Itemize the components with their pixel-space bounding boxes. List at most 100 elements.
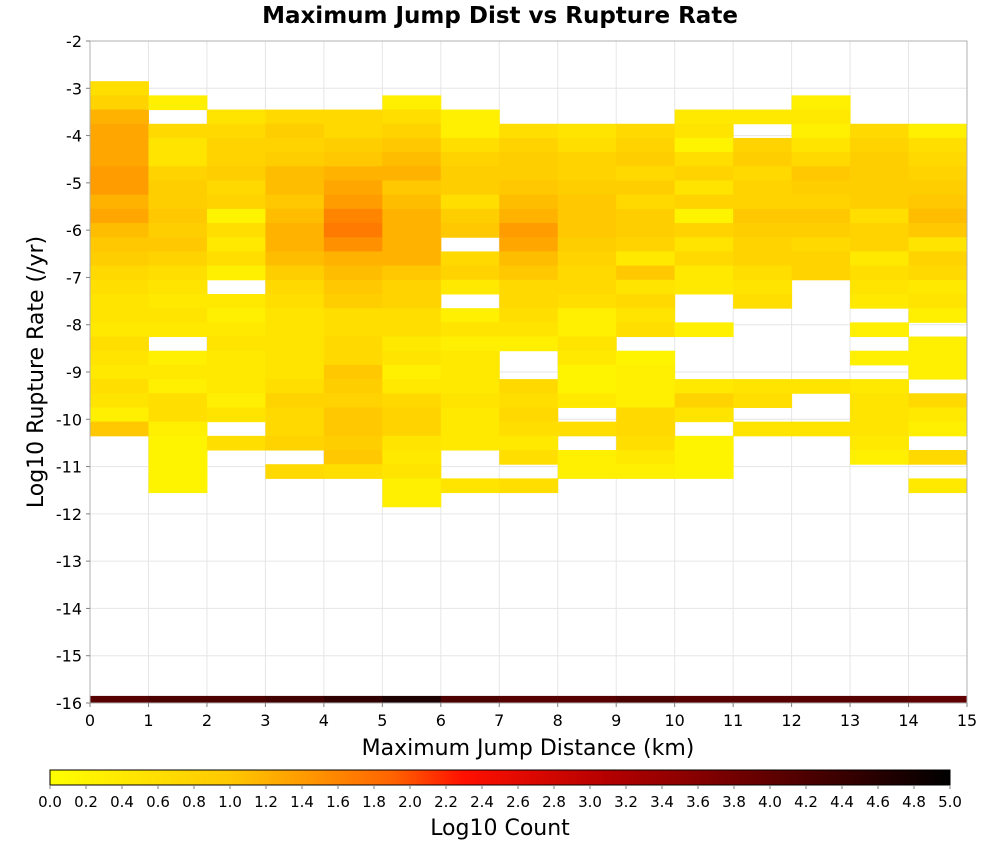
heatmap-cell xyxy=(616,379,676,394)
heatmap-cell xyxy=(265,166,325,181)
heatmap-cell xyxy=(557,237,617,252)
heatmap-cell xyxy=(908,279,968,295)
heatmap-cell xyxy=(674,407,734,423)
heatmap-cell xyxy=(616,450,676,465)
x-tick-label: 11 xyxy=(723,711,743,730)
heatmap-cell xyxy=(382,123,442,139)
x-tick-label: 10 xyxy=(664,711,684,730)
heatmap-cell xyxy=(206,208,266,224)
heatmap-cell xyxy=(206,293,266,309)
heatmap-cell xyxy=(206,336,266,352)
x-tick-label: 0 xyxy=(85,711,95,730)
heatmap-cell xyxy=(499,123,559,139)
heatmap-cell xyxy=(206,152,266,167)
heatmap-cell xyxy=(850,421,910,437)
heatmap-cell xyxy=(206,223,266,238)
heatmap-cell xyxy=(323,137,383,153)
heatmap-cell xyxy=(791,137,851,153)
heatmap-cell xyxy=(148,251,208,267)
heatmap-cell xyxy=(382,308,442,323)
heatmap-cell xyxy=(616,237,676,252)
heatmap-cell xyxy=(674,251,734,267)
heatmap-cell xyxy=(148,123,208,139)
heatmap-cell xyxy=(265,137,325,153)
heatmap-cell xyxy=(499,379,559,394)
heatmap-cell-bottom xyxy=(148,695,208,703)
heatmap-cell xyxy=(206,435,266,451)
heatmap-cell xyxy=(499,308,559,323)
heatmap-cell xyxy=(148,350,208,366)
heatmap-cell xyxy=(733,393,793,408)
heatmap-cell xyxy=(382,393,442,408)
colorbar-tick-label: 4.2 xyxy=(794,793,818,811)
heatmap-cell xyxy=(908,308,968,323)
y-tick-label: -11 xyxy=(56,458,82,477)
heatmap-cell xyxy=(148,279,208,295)
heatmap-cell xyxy=(557,464,617,479)
heatmap-cells xyxy=(90,81,968,703)
colorbar-tick-label: 4.6 xyxy=(866,793,890,811)
heatmap-cell xyxy=(265,223,325,238)
heatmap-cell xyxy=(323,322,383,338)
heatmap-cell xyxy=(557,180,617,196)
heatmap-cell xyxy=(791,251,851,267)
heatmap-cell xyxy=(382,364,442,380)
chart-title: Maximum Jump Dist vs Rupture Rate xyxy=(262,3,738,29)
heatmap-cell xyxy=(499,237,559,252)
y-tick-label: -4 xyxy=(66,127,82,146)
heatmap-cell xyxy=(90,308,149,323)
heatmap-cell xyxy=(148,435,208,451)
heatmap-cell xyxy=(674,152,734,167)
heatmap-cell xyxy=(90,109,149,125)
colorbar-tick-label: 0.0 xyxy=(38,793,62,811)
heatmap-cell xyxy=(90,223,149,238)
heatmap-cell-bottom xyxy=(382,695,442,703)
heatmap-cell xyxy=(382,194,442,210)
heatmap-cell xyxy=(908,265,968,281)
heatmap-cell xyxy=(382,223,442,238)
heatmap-cell xyxy=(382,208,442,224)
heatmap-cell xyxy=(382,137,442,153)
x-tick-label: 13 xyxy=(840,711,860,730)
heatmap-cell xyxy=(265,237,325,252)
heatmap-cell xyxy=(382,109,442,125)
heatmap-cell xyxy=(908,293,968,309)
heatmap-cell xyxy=(265,464,325,479)
heatmap-cell xyxy=(265,194,325,210)
heatmap-cell xyxy=(265,350,325,366)
heatmap-cell xyxy=(557,293,617,309)
heatmap-cell xyxy=(265,393,325,408)
heatmap-cell xyxy=(616,464,676,479)
heatmap-cell xyxy=(791,421,851,437)
heatmap-cell xyxy=(323,293,383,309)
colorbar-tick-label: 1.6 xyxy=(326,793,350,811)
heatmap-cell xyxy=(206,180,266,196)
heatmap-cell xyxy=(499,194,559,210)
heatmap-cell-bottom xyxy=(557,695,617,703)
heatmap-cell xyxy=(908,478,968,494)
y-tick-label: -5 xyxy=(66,174,82,193)
heatmap-cell xyxy=(90,95,149,111)
heatmap-cell xyxy=(440,194,500,210)
heatmap-cell xyxy=(616,137,676,153)
heatmap-cell xyxy=(557,393,617,408)
heatmap-cell xyxy=(90,208,149,224)
heatmap-cell xyxy=(90,279,149,295)
colorbar-tick-label: 4.0 xyxy=(758,793,782,811)
heatmap-cell xyxy=(733,421,793,437)
heatmap-cell xyxy=(440,223,500,238)
heatmap-cell xyxy=(616,265,676,281)
heatmap-cell xyxy=(908,137,968,153)
heatmap-cell-bottom xyxy=(499,695,559,703)
heatmap-cell xyxy=(616,421,676,437)
heatmap-cell xyxy=(148,237,208,252)
heatmap-cell xyxy=(206,308,266,323)
heatmap-cell xyxy=(850,251,910,267)
heatmap-cell xyxy=(90,350,149,366)
heatmap-cell xyxy=(850,137,910,153)
heatmap-cell xyxy=(557,208,617,224)
heatmap-cell xyxy=(850,194,910,210)
heatmap-cell-bottom xyxy=(674,695,734,703)
heatmap-cell xyxy=(499,336,559,352)
heatmap-cell xyxy=(382,95,442,111)
